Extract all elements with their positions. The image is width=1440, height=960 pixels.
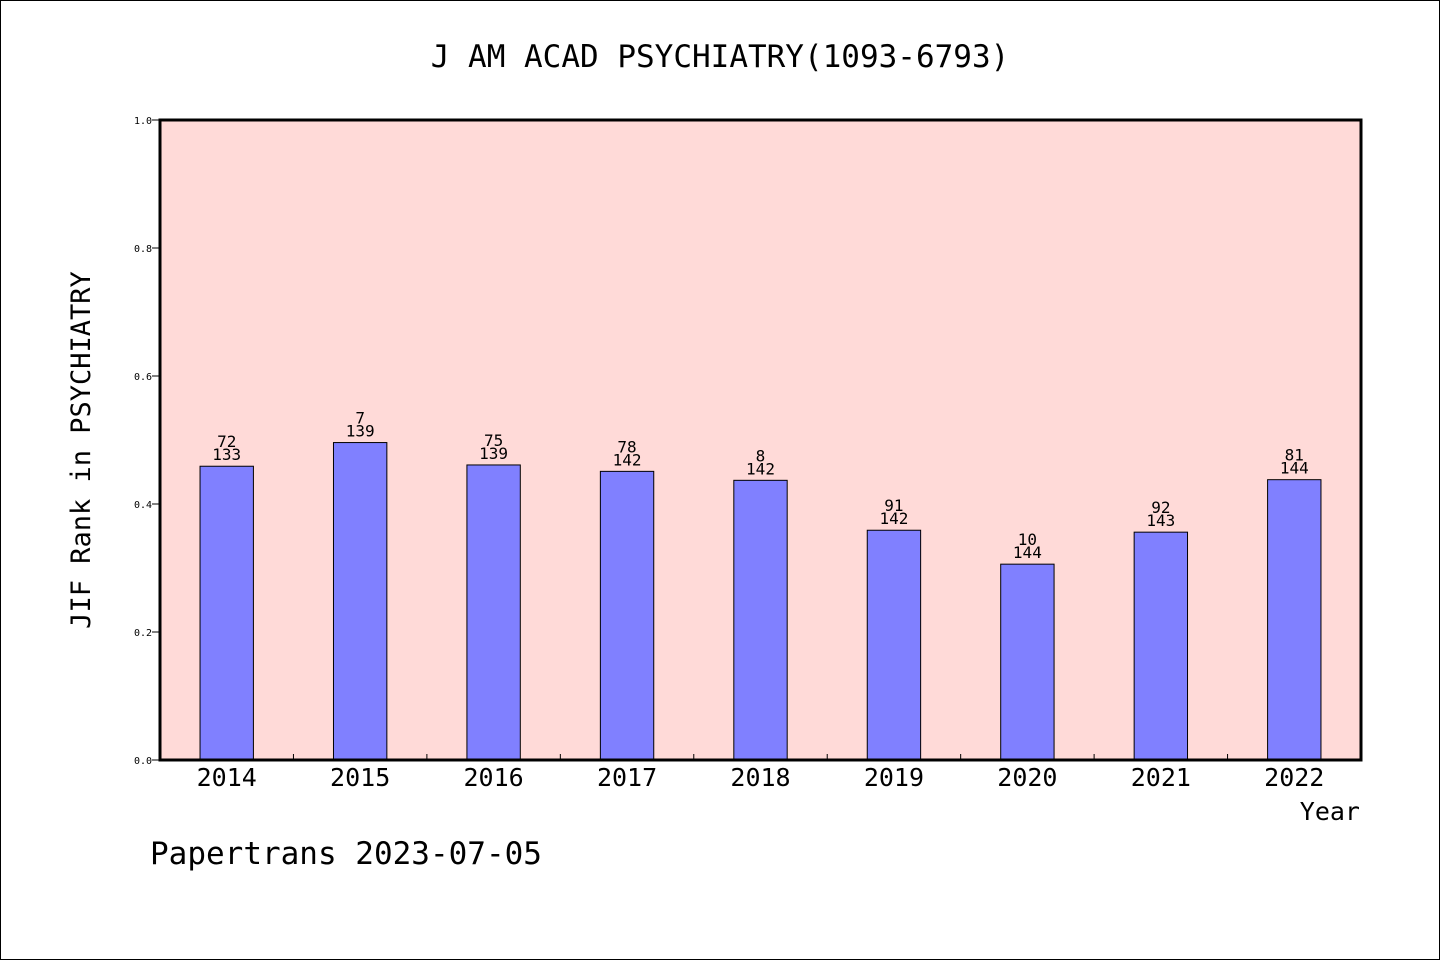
data-label-total: 142 bbox=[613, 450, 642, 469]
bar-2021 bbox=[1133, 531, 1189, 761]
y-tick-label: 0.2 bbox=[134, 628, 152, 639]
x-tick-label: 2018 bbox=[730, 763, 790, 792]
data-label-rank: 92 bbox=[1151, 498, 1170, 517]
x-tick-label: 2017 bbox=[597, 763, 657, 792]
y-axis-tick-labels: 0.0 0.2 0.4 0.6 0.8 1.0 bbox=[134, 116, 160, 767]
bar-2016 bbox=[466, 464, 521, 761]
data-label-rank: 81 bbox=[1285, 446, 1304, 465]
y-tick-label: 1.0 bbox=[134, 116, 152, 127]
y-tick-label: 0.6 bbox=[134, 372, 152, 383]
x-tick-label: 2015 bbox=[330, 763, 390, 792]
data-label-rank: 78 bbox=[617, 437, 636, 456]
x-tick-label: 2022 bbox=[1264, 763, 1324, 792]
y-axis-label: JIF Rank in PSYCHIATRY bbox=[66, 271, 97, 629]
y-tick-label: 0.4 bbox=[134, 500, 152, 511]
chart-title: J AM ACAD PSYCHIATRY(1093-6793) bbox=[431, 39, 1010, 75]
data-label-total: 139 bbox=[346, 422, 375, 441]
x-tick-label: 2014 bbox=[197, 763, 257, 792]
bar-2017 bbox=[599, 470, 655, 761]
data-label-total: 142 bbox=[879, 509, 908, 528]
bar-2022 bbox=[1267, 479, 1322, 761]
data-label-total: 142 bbox=[746, 459, 775, 478]
y-tick-label: 0.8 bbox=[134, 244, 152, 255]
plot-border bbox=[158, 118, 1363, 762]
data-label-rank: 8 bbox=[756, 446, 766, 465]
data-label-total: 143 bbox=[1146, 511, 1175, 530]
data-label-total: 144 bbox=[1013, 543, 1042, 562]
footer-text: Papertrans 2023-07-05 bbox=[150, 836, 542, 872]
data-label-total: 144 bbox=[1280, 459, 1309, 478]
x-tick-label: 2020 bbox=[997, 763, 1057, 792]
bar-2014 bbox=[199, 465, 254, 761]
bar-2015 bbox=[332, 442, 388, 761]
bar-2018 bbox=[733, 479, 788, 761]
bar-2019 bbox=[866, 529, 922, 761]
x-tick-label: 2021 bbox=[1131, 763, 1191, 792]
x-axis-tick-labels: 2014 2015 2016 2017 2018 2019 2020 2021 2022 bbox=[197, 754, 1324, 792]
bars bbox=[199, 442, 1322, 761]
data-label-rank: 72 bbox=[217, 432, 236, 451]
y-tick-label: 0.0 bbox=[134, 756, 152, 767]
x-axis-label: Year bbox=[1300, 797, 1360, 826]
x-tick-label: 2019 bbox=[864, 763, 924, 792]
data-label-rank: 91 bbox=[884, 496, 903, 515]
bar-2020 bbox=[1000, 563, 1055, 761]
data-label-total: 139 bbox=[479, 444, 508, 463]
data-label-rank: 75 bbox=[484, 431, 503, 450]
data-label-rank: 7 bbox=[355, 409, 365, 428]
data-label-rank: 10 bbox=[1018, 530, 1037, 549]
x-tick-label: 2016 bbox=[464, 763, 524, 792]
data-label-total: 133 bbox=[212, 445, 241, 464]
